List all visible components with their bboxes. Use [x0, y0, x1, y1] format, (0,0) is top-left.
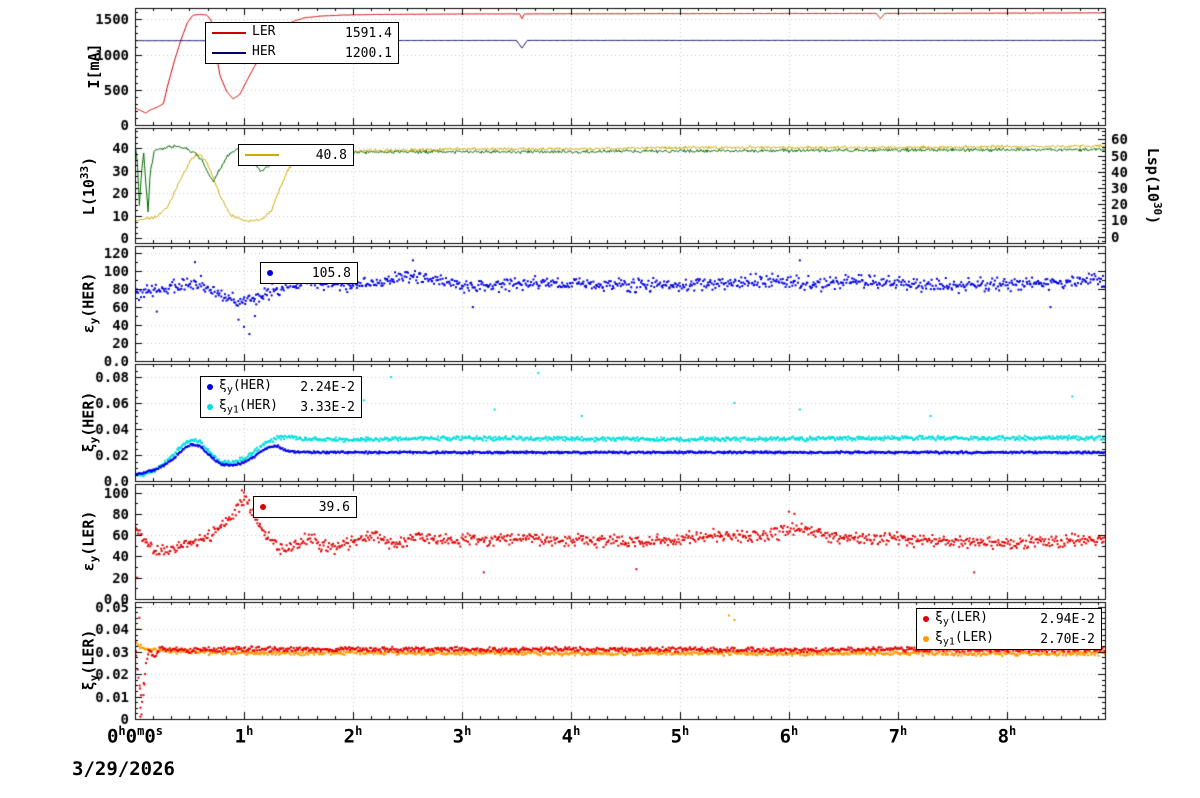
x-tick-label: 8h: [997, 724, 1017, 748]
legend-row-her: HER 1200.1: [206, 43, 398, 63]
y-axis-title-emittance-ler: εy(LER): [79, 510, 101, 572]
current-legend: LER 1591.4 HER 1200.1: [205, 22, 399, 64]
legend-row: 105.8: [261, 263, 357, 283]
legend-value: 1591.4: [345, 25, 392, 41]
luminosity-legend: 40.8: [238, 144, 354, 166]
xi-ler-dot-icon: [923, 616, 929, 622]
legend-value: 40.8: [315, 147, 347, 163]
emittance-her-legend: 105.8: [260, 262, 358, 284]
y-axis-title-beam-beam-ler: ξy(LER): [79, 629, 101, 691]
legend-value: 3.33E-2: [300, 399, 355, 415]
ler-line-sample-icon: [212, 32, 246, 34]
legend-value: 1200.1: [345, 45, 392, 61]
legend-label: ξy1(HER): [219, 398, 279, 416]
legend-value: 105.8: [311, 265, 351, 281]
legend-label: ξy(LER): [935, 610, 988, 628]
y-axis-title-lsp: Lsp(1030): [1144, 147, 1164, 225]
legend-label: ξy(HER): [219, 378, 272, 396]
legend-row-xi1-her: ξy1(HER) 3.33E-2: [201, 397, 361, 417]
x-tick-label: 6h: [779, 724, 799, 748]
xi1-her-dot-icon: [207, 404, 213, 410]
y-axis-title-luminosity: L(1033): [78, 156, 98, 216]
beam-beam-her-legend: ξy(HER) 2.24E-2 ξy1(HER) 3.33E-2: [200, 376, 362, 418]
emittance-ler-legend: 39.6: [253, 496, 357, 518]
emittance-ler-dot-icon: [260, 504, 266, 510]
x-tick-label: 2h: [343, 724, 363, 748]
legend-row-ler: LER 1591.4: [206, 23, 398, 43]
xi1-ler-dot-icon: [923, 636, 929, 642]
x-tick-label: 4h: [561, 724, 581, 748]
beam-beam-ler-legend: ξy(LER) 2.94E-2 ξy1(LER) 2.70E-2: [916, 608, 1102, 650]
y-axis-title-emittance-her: εy(HER): [79, 272, 101, 334]
legend-row: 39.6: [254, 497, 356, 517]
legend-label: LER: [252, 24, 276, 40]
xi-her-dot-icon: [207, 384, 213, 390]
x-tick-label: 1h: [234, 724, 254, 748]
legend-row-xi-her: ξy(HER) 2.24E-2: [201, 377, 361, 397]
legend-value: 2.24E-2: [300, 379, 355, 395]
x-tick-label: 0h0m0s: [106, 724, 164, 748]
y-axis-title-beam-beam-her: ξy(HER): [79, 391, 101, 453]
legend-value: 2.70E-2: [1040, 631, 1095, 647]
emittance-her-dot-icon: [267, 270, 273, 276]
legend-label: HER: [252, 44, 276, 60]
legend-value: 2.94E-2: [1040, 611, 1095, 627]
x-tick-label: 5h: [670, 724, 690, 748]
legend-row-xi-ler: ξy(LER) 2.94E-2: [917, 609, 1101, 629]
y-axis-title-current: I[mA]: [85, 43, 103, 89]
her-line-sample-icon: [212, 52, 246, 54]
date-label: 3/29/2026: [72, 758, 175, 780]
legend-value: 39.6: [318, 499, 350, 515]
x-axis-tick-labels: 0h0m0s 1h 2h 3h 4h 5h 6h 7h 8h: [0, 722, 1200, 754]
legend-label: ξy1(LER): [935, 630, 995, 648]
x-tick-label: 3h: [452, 724, 472, 748]
legend-row-lsp: 40.8: [239, 145, 353, 165]
lsp-line-sample-icon: [245, 154, 279, 156]
legend-row-xi1-ler: ξy1(LER) 2.70E-2: [917, 629, 1101, 649]
x-tick-label: 7h: [888, 724, 908, 748]
